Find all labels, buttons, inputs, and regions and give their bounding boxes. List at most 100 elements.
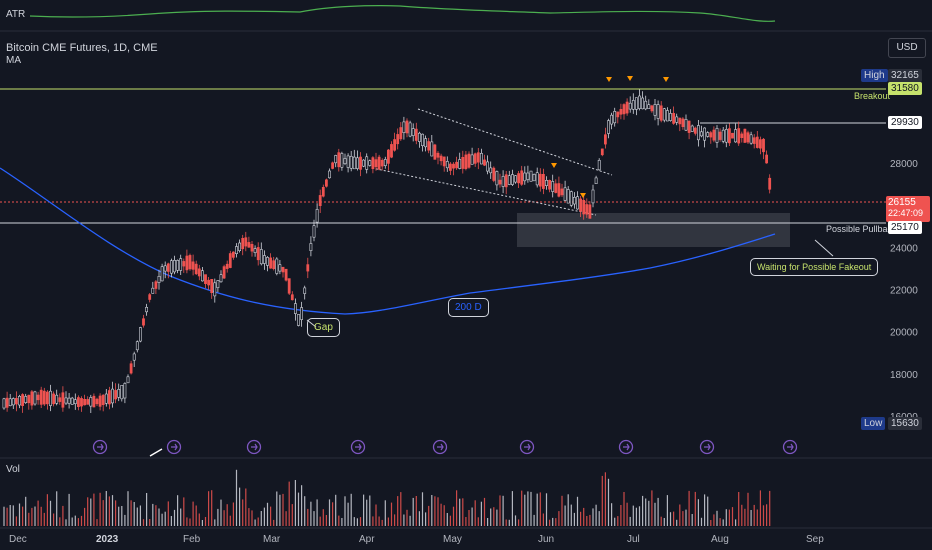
event-icon[interactable] bbox=[782, 439, 798, 455]
candle-body bbox=[117, 388, 121, 398]
volume-bar bbox=[580, 511, 582, 526]
candle-body bbox=[86, 399, 90, 405]
candle-body bbox=[408, 122, 412, 137]
pullback-label: Possible Pullback bbox=[826, 224, 897, 234]
volume-bar bbox=[387, 517, 389, 526]
candle-body bbox=[724, 129, 728, 143]
candle-body bbox=[461, 157, 465, 169]
candle-body bbox=[371, 157, 375, 170]
volume-bar bbox=[12, 505, 14, 526]
candle-body bbox=[129, 363, 133, 374]
candle-body bbox=[424, 138, 428, 148]
volume-bar bbox=[406, 509, 408, 526]
event-arrow-icon bbox=[251, 443, 258, 451]
volume-bar bbox=[177, 495, 179, 526]
countdown-timer: 22:47:09 bbox=[888, 208, 924, 218]
volume-bar bbox=[211, 490, 213, 526]
volume-bar bbox=[505, 519, 507, 526]
event-icon[interactable] bbox=[92, 439, 108, 455]
volume-bar bbox=[288, 481, 290, 526]
volume-label[interactable]: Vol bbox=[6, 464, 20, 475]
volume-bar bbox=[496, 509, 498, 526]
candle-body bbox=[321, 187, 325, 197]
volume-bar bbox=[335, 494, 337, 526]
x-label-2023: 2023 bbox=[96, 534, 119, 545]
event-icon[interactable] bbox=[246, 439, 262, 455]
candle-body bbox=[331, 162, 335, 169]
volume-bar bbox=[282, 493, 284, 526]
x-label-jul: Jul bbox=[627, 534, 640, 545]
candle-body bbox=[222, 266, 226, 279]
volume-bar bbox=[586, 516, 588, 526]
y-tick-label: 28000 bbox=[890, 159, 918, 170]
event-icons[interactable] bbox=[92, 439, 798, 455]
pullback-zone[interactable] bbox=[517, 213, 790, 247]
fakeout-note[interactable]: Waiting for Possible Fakeout bbox=[750, 258, 879, 276]
candle-body bbox=[684, 119, 688, 131]
volume-bar bbox=[635, 507, 637, 526]
event-icon[interactable] bbox=[699, 439, 715, 455]
high-value: 32165 bbox=[888, 69, 922, 82]
candle-body bbox=[597, 160, 601, 171]
symbol-title[interactable]: Bitcoin CME Futures, 1D, CME bbox=[6, 42, 158, 54]
event-icon[interactable] bbox=[166, 439, 182, 455]
volume-bar bbox=[614, 517, 616, 526]
event-icon[interactable] bbox=[432, 439, 448, 455]
candle-body bbox=[281, 266, 285, 273]
candle-body bbox=[151, 287, 155, 294]
candle-body bbox=[380, 160, 384, 167]
volume-bar bbox=[487, 518, 489, 526]
ma-label[interactable]: MA bbox=[6, 55, 21, 66]
candles-group bbox=[2, 89, 772, 413]
candle-body bbox=[501, 176, 505, 187]
candle-body bbox=[33, 391, 37, 405]
gap-note[interactable]: Gap bbox=[307, 318, 340, 337]
volume-bar bbox=[65, 519, 67, 526]
volume-bar bbox=[313, 511, 315, 526]
currency-button[interactable]: USD bbox=[888, 38, 926, 58]
volume-bar bbox=[338, 515, 340, 526]
volume-bar bbox=[409, 515, 411, 526]
candle-body bbox=[628, 102, 632, 110]
candle-body bbox=[148, 294, 152, 300]
candle-body bbox=[489, 167, 493, 174]
volume-bar bbox=[214, 519, 216, 526]
candle-body bbox=[368, 160, 372, 166]
candle-body bbox=[563, 187, 567, 201]
volume-bar bbox=[459, 498, 461, 526]
volume-bar bbox=[310, 501, 312, 526]
event-icon[interactable] bbox=[618, 439, 634, 455]
candle-body bbox=[204, 274, 207, 285]
event-icon[interactable] bbox=[519, 439, 535, 455]
volume-bar bbox=[518, 519, 520, 526]
volume-bar bbox=[384, 500, 386, 526]
candle-body bbox=[647, 104, 651, 109]
volume-bar bbox=[604, 472, 606, 526]
candle-body bbox=[15, 397, 18, 405]
x-label-dec: Dec bbox=[9, 534, 27, 545]
atr-label: ATR bbox=[6, 9, 26, 20]
candle-body bbox=[758, 139, 762, 149]
event-icon[interactable] bbox=[350, 439, 366, 455]
candle-body bbox=[492, 167, 496, 181]
candle-body bbox=[111, 388, 114, 404]
candle-body bbox=[163, 265, 167, 272]
volume-bar bbox=[124, 514, 126, 526]
volume-bar bbox=[43, 512, 45, 526]
volume-bar bbox=[576, 496, 579, 526]
volume-bar bbox=[583, 507, 585, 526]
ma-200d-note[interactable]: 200 D bbox=[448, 298, 489, 317]
candle-body bbox=[690, 125, 694, 132]
volume-bar bbox=[418, 511, 420, 526]
candle-body bbox=[318, 195, 322, 206]
candle-body bbox=[634, 97, 638, 110]
candle-body bbox=[393, 139, 397, 151]
volume-bar bbox=[741, 504, 743, 526]
candle-body bbox=[749, 134, 753, 144]
candle-body bbox=[256, 247, 260, 261]
volume-bar bbox=[533, 514, 535, 526]
signal-marker bbox=[627, 76, 633, 81]
candle-body bbox=[703, 127, 707, 141]
